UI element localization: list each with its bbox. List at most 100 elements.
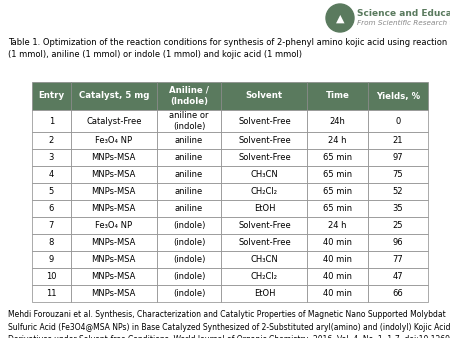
Bar bbox=[157, 234, 221, 251]
Text: 96: 96 bbox=[392, 238, 403, 247]
Text: 40 min: 40 min bbox=[323, 255, 352, 264]
Text: MNPs-MSA: MNPs-MSA bbox=[92, 238, 136, 247]
Bar bbox=[32, 234, 71, 251]
Bar bbox=[32, 132, 71, 149]
Text: 66: 66 bbox=[392, 289, 403, 298]
Text: aniline: aniline bbox=[175, 136, 203, 145]
Bar bbox=[221, 234, 307, 251]
Text: 24 h: 24 h bbox=[328, 221, 347, 230]
Text: 65 min: 65 min bbox=[323, 170, 352, 179]
Text: Time: Time bbox=[326, 92, 350, 100]
Bar bbox=[368, 149, 428, 166]
Bar bbox=[32, 285, 71, 302]
Text: 75: 75 bbox=[392, 170, 403, 179]
Bar bbox=[368, 110, 428, 132]
Bar bbox=[71, 132, 157, 149]
Text: 65 min: 65 min bbox=[323, 204, 352, 213]
Bar bbox=[71, 110, 157, 132]
Bar bbox=[368, 200, 428, 217]
Bar bbox=[221, 110, 307, 132]
Text: EtOH: EtOH bbox=[254, 289, 275, 298]
Bar bbox=[32, 149, 71, 166]
Text: MNPs-MSA: MNPs-MSA bbox=[92, 204, 136, 213]
Bar bbox=[368, 82, 428, 110]
Text: (indole): (indole) bbox=[173, 289, 205, 298]
Text: 9: 9 bbox=[49, 255, 54, 264]
Text: 97: 97 bbox=[392, 153, 403, 162]
Text: 11: 11 bbox=[46, 289, 57, 298]
Text: Entry: Entry bbox=[38, 92, 64, 100]
Bar bbox=[307, 166, 368, 183]
Text: 40 min: 40 min bbox=[323, 289, 352, 298]
Text: CH₃CN: CH₃CN bbox=[251, 170, 278, 179]
Bar bbox=[307, 285, 368, 302]
Text: Solvent-Free: Solvent-Free bbox=[238, 153, 291, 162]
Text: aniline: aniline bbox=[175, 204, 203, 213]
Text: ▲: ▲ bbox=[336, 14, 344, 24]
Bar bbox=[32, 200, 71, 217]
Bar bbox=[32, 251, 71, 268]
Text: Solvent-Free: Solvent-Free bbox=[238, 221, 291, 230]
Text: 25: 25 bbox=[392, 221, 403, 230]
Bar bbox=[307, 251, 368, 268]
Text: MNPs-MSA: MNPs-MSA bbox=[92, 170, 136, 179]
Bar bbox=[157, 110, 221, 132]
Text: Solvent-Free: Solvent-Free bbox=[238, 136, 291, 145]
Bar bbox=[71, 285, 157, 302]
Bar bbox=[307, 183, 368, 200]
Text: Table 1. Optimization of the reaction conditions for synthesis of 2-phenyl amino: Table 1. Optimization of the reaction co… bbox=[8, 38, 450, 59]
Bar bbox=[32, 166, 71, 183]
Text: (indole): (indole) bbox=[173, 272, 205, 281]
Bar bbox=[71, 234, 157, 251]
Bar bbox=[221, 268, 307, 285]
Bar bbox=[307, 234, 368, 251]
Text: 6: 6 bbox=[49, 204, 54, 213]
Bar bbox=[71, 149, 157, 166]
Text: Aniline /
(Indole): Aniline / (Indole) bbox=[169, 86, 209, 106]
Text: CH₂Cl₂: CH₂Cl₂ bbox=[251, 272, 278, 281]
Bar bbox=[368, 234, 428, 251]
Text: 5: 5 bbox=[49, 187, 54, 196]
Text: 24 h: 24 h bbox=[328, 136, 347, 145]
Text: 47: 47 bbox=[392, 272, 403, 281]
Bar bbox=[157, 183, 221, 200]
Bar bbox=[307, 82, 368, 110]
Text: 7: 7 bbox=[49, 221, 54, 230]
Bar bbox=[32, 82, 71, 110]
Text: 65 min: 65 min bbox=[323, 187, 352, 196]
Bar bbox=[71, 268, 157, 285]
Bar bbox=[368, 217, 428, 234]
Bar bbox=[32, 183, 71, 200]
Text: Catalyst, 5 mg: Catalyst, 5 mg bbox=[79, 92, 149, 100]
Text: Fe₃O₄ NP: Fe₃O₄ NP bbox=[95, 136, 132, 145]
Bar bbox=[368, 166, 428, 183]
Bar bbox=[221, 166, 307, 183]
Bar bbox=[221, 217, 307, 234]
Text: CH₂Cl₂: CH₂Cl₂ bbox=[251, 187, 278, 196]
Text: 3: 3 bbox=[49, 153, 54, 162]
Bar bbox=[71, 217, 157, 234]
Text: aniline: aniline bbox=[175, 187, 203, 196]
Bar bbox=[307, 217, 368, 234]
Bar bbox=[71, 82, 157, 110]
Text: (indole): (indole) bbox=[173, 238, 205, 247]
Bar bbox=[71, 166, 157, 183]
Bar bbox=[368, 251, 428, 268]
Bar bbox=[32, 110, 71, 132]
Text: 40 min: 40 min bbox=[323, 272, 352, 281]
Bar bbox=[307, 149, 368, 166]
Text: aniline: aniline bbox=[175, 153, 203, 162]
Text: 1: 1 bbox=[49, 117, 54, 125]
Bar bbox=[157, 82, 221, 110]
Bar bbox=[307, 110, 368, 132]
Text: (indole): (indole) bbox=[173, 255, 205, 264]
Text: 65 min: 65 min bbox=[323, 153, 352, 162]
Bar bbox=[368, 132, 428, 149]
Text: Mehdi Forouzani et al. Synthesis, Characterization and Catalytic Properties of M: Mehdi Forouzani et al. Synthesis, Charac… bbox=[8, 310, 450, 338]
Text: 77: 77 bbox=[392, 255, 403, 264]
Text: 0: 0 bbox=[395, 117, 400, 125]
Text: Solvent: Solvent bbox=[246, 92, 283, 100]
Bar bbox=[368, 183, 428, 200]
Bar bbox=[157, 285, 221, 302]
Text: Fe₃O₄ NP: Fe₃O₄ NP bbox=[95, 221, 132, 230]
